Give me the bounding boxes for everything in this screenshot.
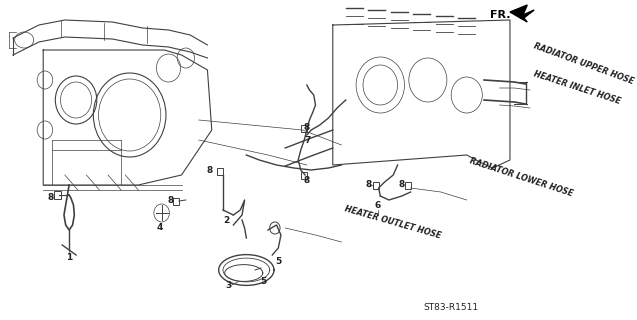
Text: 2: 2: [224, 215, 229, 225]
Text: 3: 3: [225, 281, 231, 290]
Text: 8: 8: [399, 180, 405, 188]
Text: RADIATOR LOWER HOSE: RADIATOR LOWER HOSE: [468, 156, 574, 198]
Text: 5: 5: [275, 258, 282, 267]
Bar: [404, 182, 411, 189]
Text: 8: 8: [304, 175, 310, 185]
Text: 8: 8: [366, 180, 372, 188]
Bar: [301, 172, 307, 179]
Text: FR.: FR.: [490, 10, 511, 20]
Text: ST83-R1511: ST83-R1511: [424, 303, 478, 313]
Text: 4: 4: [157, 222, 163, 231]
Text: 8: 8: [167, 196, 173, 204]
Text: 8: 8: [47, 193, 54, 202]
Bar: [373, 182, 380, 189]
Text: 1: 1: [66, 253, 72, 262]
Bar: [54, 191, 61, 199]
Text: 8: 8: [304, 123, 310, 132]
Polygon shape: [510, 5, 534, 22]
Bar: [301, 125, 307, 132]
Bar: [173, 198, 179, 205]
Text: 8: 8: [207, 165, 213, 174]
Text: 5: 5: [261, 277, 267, 286]
Text: RADIATOR UPPER HOSE: RADIATOR UPPER HOSE: [533, 41, 635, 86]
Text: HEATER INLET HOSE: HEATER INLET HOSE: [533, 69, 622, 106]
Bar: [217, 168, 223, 175]
Text: HEATER OUTLET HOSE: HEATER OUTLET HOSE: [343, 204, 441, 240]
Text: 6: 6: [375, 201, 381, 210]
Text: 7: 7: [304, 135, 311, 145]
